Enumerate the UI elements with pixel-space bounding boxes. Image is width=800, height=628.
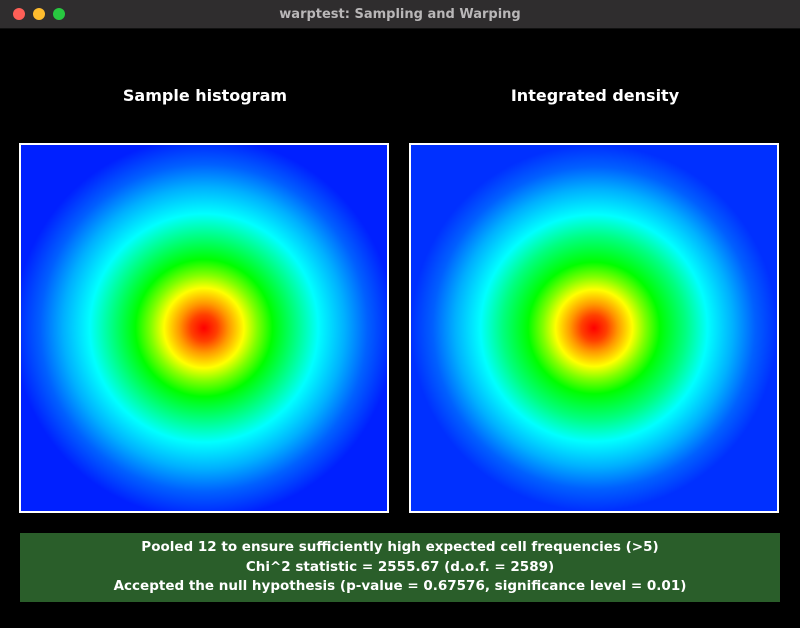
status-line: Pooled 12 to ensure sufficiently high ex…: [141, 539, 659, 555]
minimize-button[interactable]: [33, 8, 45, 20]
status-panel: Pooled 12 to ensure sufficiently high ex…: [20, 533, 780, 602]
zoom-button[interactable]: [53, 8, 65, 20]
close-button[interactable]: [13, 8, 25, 20]
window-title: warptest: Sampling and Warping: [279, 7, 521, 22]
panel-title: Integrated density: [510, 86, 680, 105]
status-line: Accepted the null hypothesis (p-value = …: [113, 578, 687, 594]
panel-title: Sample histogram: [122, 86, 288, 105]
sample-histogram-image: [19, 143, 389, 513]
integrated-density-image: [409, 143, 779, 513]
status-line: Chi^2 statistic = 2555.67 (d.o.f. = 2589…: [245, 558, 555, 575]
title-bar: warptest: Sampling and Warping: [0, 0, 800, 29]
